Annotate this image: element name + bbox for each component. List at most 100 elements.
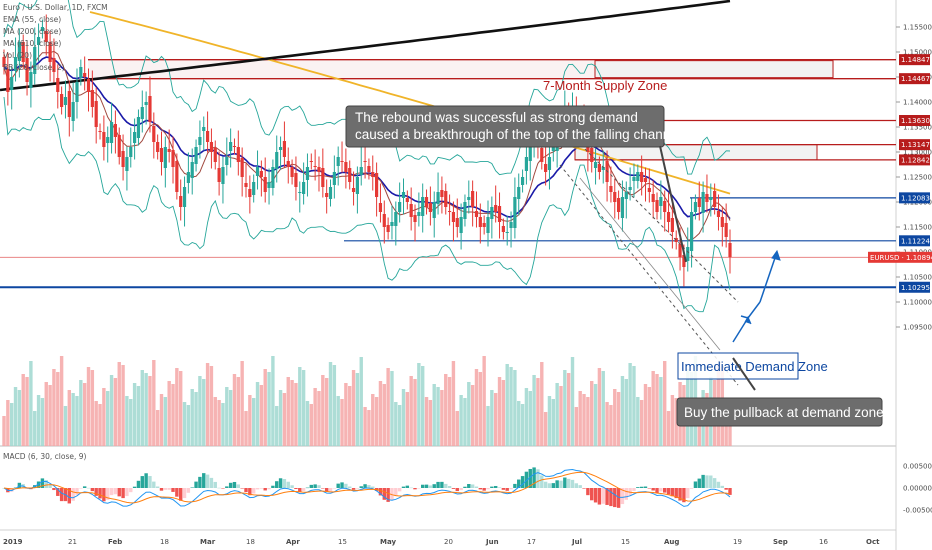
candle xyxy=(378,183,383,223)
candle xyxy=(40,19,45,39)
macd-histogram-bar xyxy=(351,488,356,490)
projection-arrow-up-2 xyxy=(759,251,778,303)
macd-histogram-bar xyxy=(371,486,375,488)
macd-histogram-bar xyxy=(332,488,337,489)
macd-histogram-bar xyxy=(670,488,675,497)
volume-bar xyxy=(459,395,463,446)
macd-histogram-bar xyxy=(275,481,279,488)
macd-histogram-bar xyxy=(513,483,517,488)
macd-histogram-bar xyxy=(98,488,102,499)
macd-histogram-bar xyxy=(171,488,175,492)
volume-bar xyxy=(570,357,575,446)
volume-bar xyxy=(566,373,571,446)
candle xyxy=(156,134,160,160)
volume-bar xyxy=(186,405,191,446)
candle xyxy=(71,82,75,132)
candle xyxy=(544,147,548,186)
volume-bar xyxy=(305,401,310,446)
volume-bar xyxy=(278,390,283,446)
macd-histogram-bar xyxy=(682,488,686,503)
macd-histogram-bar xyxy=(578,485,582,488)
candle xyxy=(440,176,444,214)
macd-histogram-bar xyxy=(348,486,352,488)
macd-histogram-bar xyxy=(597,488,602,505)
price-level-tag: 1.12083 xyxy=(899,192,930,204)
candle xyxy=(225,137,229,176)
macd-histogram-bar xyxy=(582,488,586,489)
svg-text:1.11224: 1.11224 xyxy=(901,237,930,245)
macd-histogram-bar xyxy=(520,476,525,488)
macd-histogram-bar xyxy=(113,488,118,495)
volume-bar xyxy=(102,388,106,446)
candle xyxy=(213,140,217,170)
candle xyxy=(643,167,648,202)
time-tick-label: Sep xyxy=(773,538,788,546)
macd-histogram-bar xyxy=(286,481,290,488)
candle xyxy=(497,192,502,239)
volume-bar xyxy=(6,400,10,446)
macd-histogram-bar xyxy=(636,487,640,488)
volume-bar xyxy=(574,407,579,446)
candle xyxy=(405,190,409,210)
volume-bar xyxy=(482,356,486,446)
candle xyxy=(267,168,271,205)
volume-bar xyxy=(328,362,333,446)
macd-histogram-bar xyxy=(109,488,114,496)
price-axis: 1.155001.150001.145001.140001.135001.130… xyxy=(868,24,932,332)
candle xyxy=(48,31,52,82)
macd-histogram-bar xyxy=(482,488,486,491)
candle xyxy=(459,203,463,250)
volume-bar xyxy=(48,385,52,446)
volume-bar xyxy=(198,376,202,446)
macd-histogram-bar xyxy=(532,467,536,488)
volume-bar xyxy=(175,368,179,446)
volume-bar xyxy=(670,395,675,446)
time-axis: 2019 21 Feb 18 Mar 18 Apr 15 May 20 Jun 17 Jul 15 Aug 1… xyxy=(3,538,880,546)
volume-bar xyxy=(90,370,95,446)
volume-bar xyxy=(436,387,440,446)
candle xyxy=(701,181,705,233)
demand-zone-label: Immediate Demand Zone xyxy=(681,359,828,374)
macd-histogram-bar xyxy=(382,488,386,500)
macd-histogram-bar xyxy=(232,481,237,488)
macd-histogram-bar xyxy=(251,488,256,494)
volume-bar xyxy=(67,390,72,446)
time-tick-label: 21 xyxy=(68,538,77,546)
time-tick-label: 17 xyxy=(527,538,536,546)
macd-histogram-bar xyxy=(121,488,125,499)
volume-bar xyxy=(98,404,102,446)
volume-bar xyxy=(106,391,110,446)
candle xyxy=(98,123,102,140)
time-tick-label: Jul xyxy=(571,538,582,546)
macd-histogram-bar xyxy=(405,485,410,488)
candle xyxy=(486,200,490,247)
macd-histogram-bar xyxy=(367,485,371,488)
macd-histogram-bar xyxy=(478,488,483,490)
volume-bar xyxy=(324,378,329,446)
macd-histogram-bar xyxy=(566,478,571,488)
price-tick-label: 1.12500 xyxy=(903,174,932,182)
candle xyxy=(290,159,294,185)
macd-histogram-bar xyxy=(163,488,168,490)
macd-histogram-bar xyxy=(159,488,164,491)
volume-bar xyxy=(44,382,48,446)
volume-bar xyxy=(551,399,556,446)
volume-bar xyxy=(132,383,137,446)
macd-histogram-bar xyxy=(424,484,429,488)
candle xyxy=(309,153,313,170)
candle xyxy=(275,135,279,183)
macd-histogram-bar xyxy=(144,473,148,488)
macd-histogram-bar xyxy=(363,484,367,488)
volume-bar xyxy=(386,368,390,446)
volume-bar xyxy=(178,371,183,446)
candle xyxy=(209,128,214,169)
macd-histogram-bar xyxy=(447,486,452,488)
volume-bar xyxy=(394,402,398,446)
volume-bar xyxy=(359,357,363,446)
channel-mid-line xyxy=(579,177,721,351)
breakout-note-pointer xyxy=(659,145,687,263)
volume-bar xyxy=(321,375,325,446)
candle xyxy=(313,149,317,181)
macd-histogram-bar xyxy=(213,481,217,488)
